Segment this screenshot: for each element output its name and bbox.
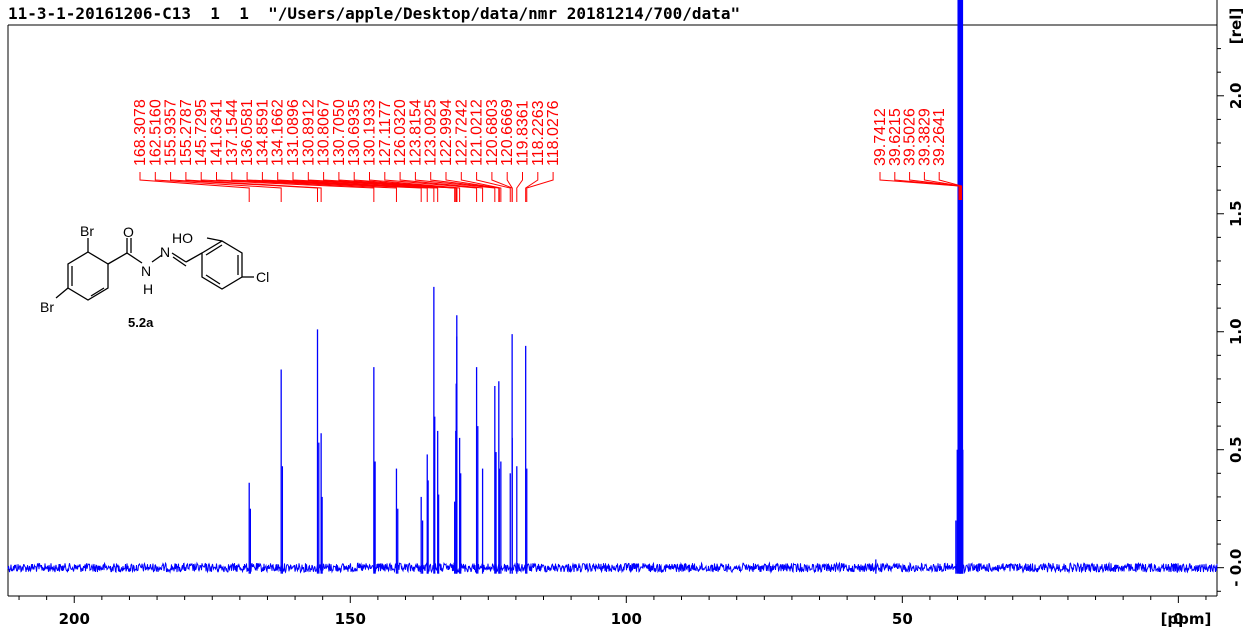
y-tick-label: 1.5 bbox=[1227, 200, 1245, 227]
x-axis-label: [ppm] bbox=[1161, 610, 1212, 628]
solvent-peak-annotation-label: 39.7412 bbox=[872, 108, 889, 166]
atom-label-o: O bbox=[123, 224, 134, 240]
peak-annotation-leader bbox=[200, 172, 375, 202]
peak-annotation-leader bbox=[445, 172, 500, 202]
peak-annotation-label: 130.6935 bbox=[346, 99, 363, 166]
peak-annotation-label: 126.0320 bbox=[392, 99, 409, 166]
peak-annotation-leader bbox=[369, 172, 461, 202]
spectrum-title: 11-3-1-20161206-C13 1 1 "/Users/apple/De… bbox=[8, 4, 741, 23]
peak-annotation-leader bbox=[516, 172, 523, 202]
peak-annotation-leader bbox=[476, 172, 511, 202]
chlorohydroxyphenyl-ring bbox=[201, 240, 243, 290]
y-axis-label: [rel] bbox=[1227, 8, 1245, 44]
ring-double-bond bbox=[205, 244, 223, 256]
peak-annotation-leader bbox=[216, 172, 397, 202]
peak-annotation-label: 145.7295 bbox=[193, 99, 210, 166]
peak-annotation-label: 122.9994 bbox=[438, 99, 455, 166]
peak-annotation-label: 127.1177 bbox=[377, 100, 394, 166]
peak-annotation-label: 134.1662 bbox=[270, 99, 287, 166]
peak-annotation-leader bbox=[277, 172, 439, 202]
y-tick-label: 1.0 bbox=[1227, 318, 1245, 345]
peak-annotation-leader bbox=[323, 172, 457, 202]
peak-annotation-leader bbox=[246, 172, 428, 202]
y-tick-label: 0.5 bbox=[1227, 436, 1245, 463]
peak-annotation-label: 120.6803 bbox=[484, 99, 501, 166]
solvent-peak-annotation-label: 39.5026 bbox=[902, 108, 919, 166]
spectrum-baseline bbox=[7, 561, 1218, 574]
solvent-peak-annotation-leader bbox=[894, 172, 961, 200]
bond-c-ring bbox=[185, 252, 203, 263]
peak-annotation-label: 155.9357 bbox=[163, 99, 180, 166]
peak-annotation-label: 131.0896 bbox=[285, 99, 302, 166]
peak-annotation-leader bbox=[154, 172, 282, 202]
peak-annotation-label: 118.0276 bbox=[545, 100, 562, 166]
peak-annotation-label: 122.7242 bbox=[453, 99, 470, 166]
peak-annotation-leader bbox=[414, 172, 496, 202]
peak-annotation-label: 130.8067 bbox=[316, 99, 333, 166]
solvent-peak-annotation-leader bbox=[909, 172, 961, 200]
molecule-structure bbox=[55, 237, 254, 301]
atom-label-br: Br bbox=[80, 223, 94, 239]
x-tick-label: 50 bbox=[892, 610, 913, 628]
y-tick-label: - 0.0 bbox=[1227, 549, 1245, 587]
peak-annotation-leader bbox=[506, 172, 513, 202]
atom-label-n: N bbox=[160, 244, 170, 260]
peak-annotation-leader bbox=[185, 172, 322, 202]
peak-annotation-leader bbox=[170, 172, 319, 202]
x-tick-label: 0 bbox=[1173, 610, 1183, 628]
peak-annotation-label: 136.0581 bbox=[239, 99, 256, 166]
solvent-peak-annotation-leader bbox=[923, 172, 962, 200]
peak-annotation-label: 121.0212 bbox=[469, 99, 486, 166]
atom-label-cl: Cl bbox=[256, 269, 269, 285]
x-tick-label: 100 bbox=[611, 610, 642, 628]
peak-annotation-label: 119.8361 bbox=[515, 100, 532, 166]
bond-c-n bbox=[126, 252, 143, 264]
solvent-peak-annotation-label: 39.2641 bbox=[931, 108, 948, 166]
peak-annotation-label: 130.7050 bbox=[331, 99, 348, 166]
ring-double-bond bbox=[205, 274, 221, 285]
solvent-peak-annotation-label: 39.6215 bbox=[887, 108, 904, 166]
solvent-peak-annotation-leader bbox=[879, 172, 960, 200]
peak-annotation-label: 168.3078 bbox=[132, 99, 149, 166]
solvent-peak-annotation-leader bbox=[938, 172, 963, 200]
bond-n-c-double bbox=[172, 256, 187, 267]
peak-annotation-label: 141.6341 bbox=[209, 99, 226, 166]
peak-annotation-leader bbox=[399, 172, 484, 202]
peak-annotation-label: 155.2787 bbox=[178, 99, 195, 166]
peak-annotation-leader bbox=[384, 172, 478, 202]
peak-annotation-label: 134.8591 bbox=[254, 99, 271, 166]
bond-c-br-bottom bbox=[55, 287, 69, 299]
atom-label-h: H bbox=[143, 281, 153, 297]
peak-annotation-label: 130.1933 bbox=[362, 99, 379, 166]
atom-label-n: N bbox=[141, 263, 151, 279]
solvent-peak-annotation-label: 39.3829 bbox=[916, 108, 933, 166]
atom-label-br: Br bbox=[40, 299, 54, 315]
bond-n-n bbox=[151, 254, 163, 263]
peak-annotation-label: 130.8912 bbox=[300, 99, 317, 166]
x-tick-label: 150 bbox=[335, 610, 366, 628]
dibromophenyl-ring bbox=[67, 251, 109, 301]
peak-annotation-leader bbox=[460, 172, 502, 202]
compound-label: 5.2a bbox=[128, 315, 154, 330]
peak-annotation-label: 123.0925 bbox=[423, 99, 440, 166]
atom-label-ho: HO bbox=[172, 230, 193, 246]
peak-annotation-label: 123.8154 bbox=[407, 99, 424, 166]
bond-n-c bbox=[171, 252, 187, 263]
peak-annotation-leader bbox=[525, 172, 539, 202]
peak-annotation-leader bbox=[139, 172, 250, 202]
peak-annotation-leader bbox=[526, 172, 554, 202]
y-tick-label: 2.0 bbox=[1227, 82, 1245, 109]
peak-annotation-label: 137.1544 bbox=[224, 99, 241, 166]
bond-ring-carbonyl bbox=[107, 252, 128, 265]
peak-annotation-leader bbox=[430, 172, 500, 202]
peak-annotation-label: 120.6669 bbox=[499, 99, 516, 166]
peak-annotation-label: 162.5160 bbox=[147, 99, 164, 166]
molecule-labels: Br Br O N H N HO Cl 5.2a bbox=[40, 223, 269, 330]
peak-annotation-label: 118.2263 bbox=[530, 100, 547, 166]
ring-double-bond bbox=[90, 287, 105, 297]
bond-c-oh bbox=[206, 237, 223, 242]
x-tick-label: 200 bbox=[59, 610, 90, 628]
peak-annotation-leader bbox=[353, 172, 458, 202]
